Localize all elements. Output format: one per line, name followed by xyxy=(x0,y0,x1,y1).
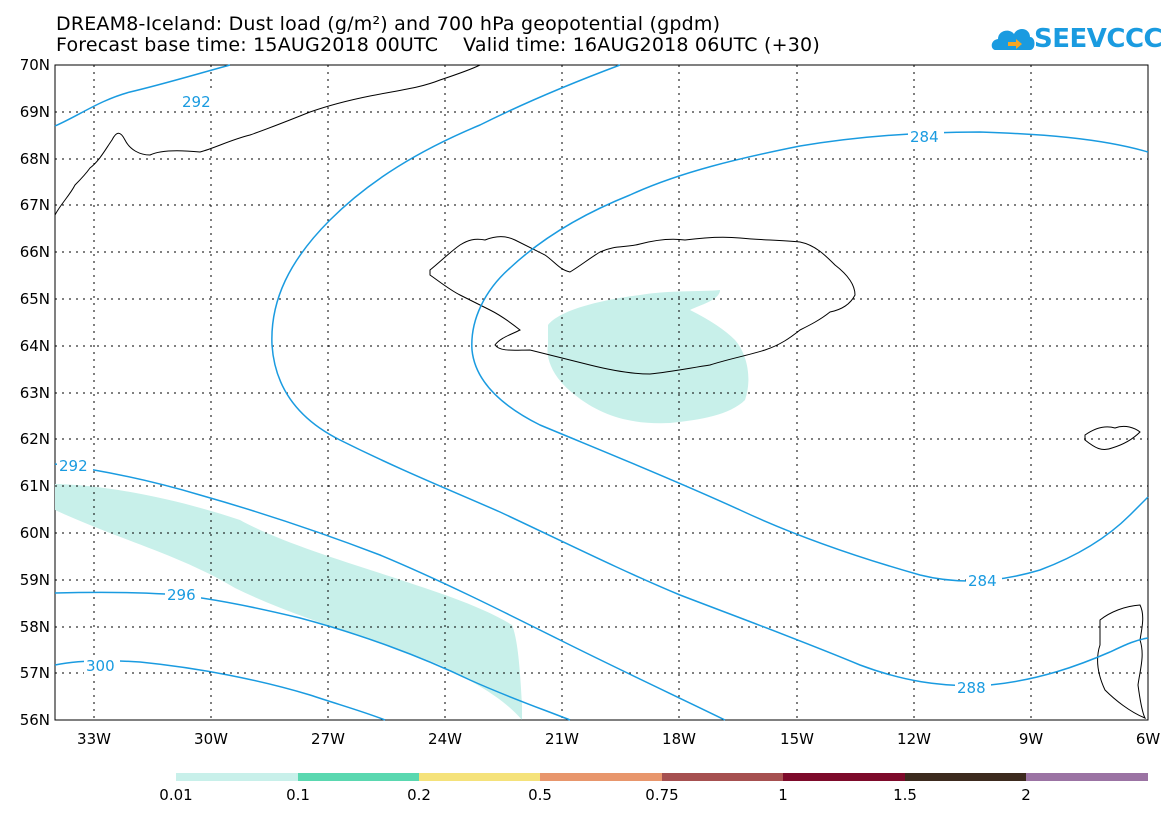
longitude-labels: 33W 30W 27W 24W 21W 18W 15W 12W 9W 6W xyxy=(77,730,1160,748)
contour-label-292-south: 292 xyxy=(59,457,88,475)
colorbar-swatch-5 xyxy=(662,773,783,781)
chart-subtitle: Forecast base time: 15AUG2018 00UTC Vali… xyxy=(56,34,820,56)
colorbar-swatch-8 xyxy=(1026,773,1148,781)
contour-label-296: 296 xyxy=(167,586,196,604)
svg-text:64N: 64N xyxy=(20,337,50,355)
colorbar-swatch-1 xyxy=(176,773,298,781)
svg-text:69N: 69N xyxy=(20,103,50,121)
svg-text:60N: 60N xyxy=(20,524,50,542)
latitude-labels: 70N 69N 68N 67N 66N 65N 64N 63N 62N 61N … xyxy=(20,56,50,729)
svg-text:57N: 57N xyxy=(20,664,50,682)
colorbar-label: 1 xyxy=(778,786,788,804)
coast-greenland xyxy=(54,64,481,216)
grid-lines xyxy=(55,65,1148,720)
svg-text:58N: 58N xyxy=(20,618,50,636)
colorbar: 0.01 0.1 0.2 0.5 0.75 1 1.5 2 xyxy=(159,773,1148,804)
svg-text:63N: 63N xyxy=(20,384,50,402)
svg-text:66N: 66N xyxy=(20,243,50,261)
svg-text:62N: 62N xyxy=(20,430,50,448)
logo-text: SEEVCCC xyxy=(1034,24,1163,54)
colorbar-label: 0.2 xyxy=(407,786,431,804)
colorbar-label: 2 xyxy=(1021,786,1031,804)
coast-scotland xyxy=(1097,604,1147,719)
colorbar-label: 0.75 xyxy=(645,786,678,804)
coast-iceland xyxy=(429,236,856,375)
svg-text:65N: 65N xyxy=(20,290,50,308)
coast-faroe xyxy=(1084,425,1141,451)
svg-text:68N: 68N xyxy=(20,150,50,168)
colorbar-swatch-4 xyxy=(540,773,662,781)
svg-text:6W: 6W xyxy=(1136,730,1161,748)
svg-text:21W: 21W xyxy=(545,730,579,748)
coastlines xyxy=(54,64,1147,719)
svg-text:24W: 24W xyxy=(428,730,462,748)
svg-text:59N: 59N xyxy=(20,571,50,589)
dust-load-areas xyxy=(55,290,749,720)
colorbar-label: 1.5 xyxy=(893,786,917,804)
contour-296 xyxy=(54,591,571,721)
svg-text:12W: 12W xyxy=(897,730,931,748)
svg-text:9W: 9W xyxy=(1019,730,1044,748)
contour-292-south xyxy=(54,463,726,721)
colorbar-swatch-3 xyxy=(419,773,540,781)
svg-text:27W: 27W xyxy=(311,730,345,748)
svg-text:67N: 67N xyxy=(20,196,50,214)
svg-text:56N: 56N xyxy=(20,711,50,729)
dust-plume-iceland xyxy=(547,290,749,424)
colorbar-swatch-6 xyxy=(783,773,905,781)
svg-text:18W: 18W xyxy=(662,730,696,748)
contour-284 xyxy=(471,131,1149,582)
svg-text:61N: 61N xyxy=(20,477,50,495)
contour-label-284-south: 284 xyxy=(968,572,997,590)
contour-label-292-north: 292 xyxy=(182,93,211,111)
svg-text:15W: 15W xyxy=(780,730,814,748)
colorbar-label: 0.1 xyxy=(286,786,310,804)
chart-title: DREAM8-Iceland: Dust load (g/m²) and 700… xyxy=(56,13,721,35)
colorbar-label: 0.5 xyxy=(528,786,552,804)
contour-labels: 292 292 296 300 284 284 288 xyxy=(57,92,1002,697)
svg-text:33W: 33W xyxy=(77,730,111,748)
cloud-arrow-icon xyxy=(991,28,1035,50)
svg-text:30W: 30W xyxy=(194,730,228,748)
contour-label-288: 288 xyxy=(957,679,986,697)
svg-text:70N: 70N xyxy=(20,56,50,74)
contour-292-north xyxy=(54,64,231,127)
dust-plume-southwest xyxy=(55,484,522,720)
colorbar-swatch-7 xyxy=(905,773,1026,781)
contour-label-300: 300 xyxy=(86,657,115,675)
contour-label-284-north: 284 xyxy=(910,128,939,146)
colorbar-swatch-2 xyxy=(298,773,419,781)
colorbar-label: 0.01 xyxy=(159,786,192,804)
